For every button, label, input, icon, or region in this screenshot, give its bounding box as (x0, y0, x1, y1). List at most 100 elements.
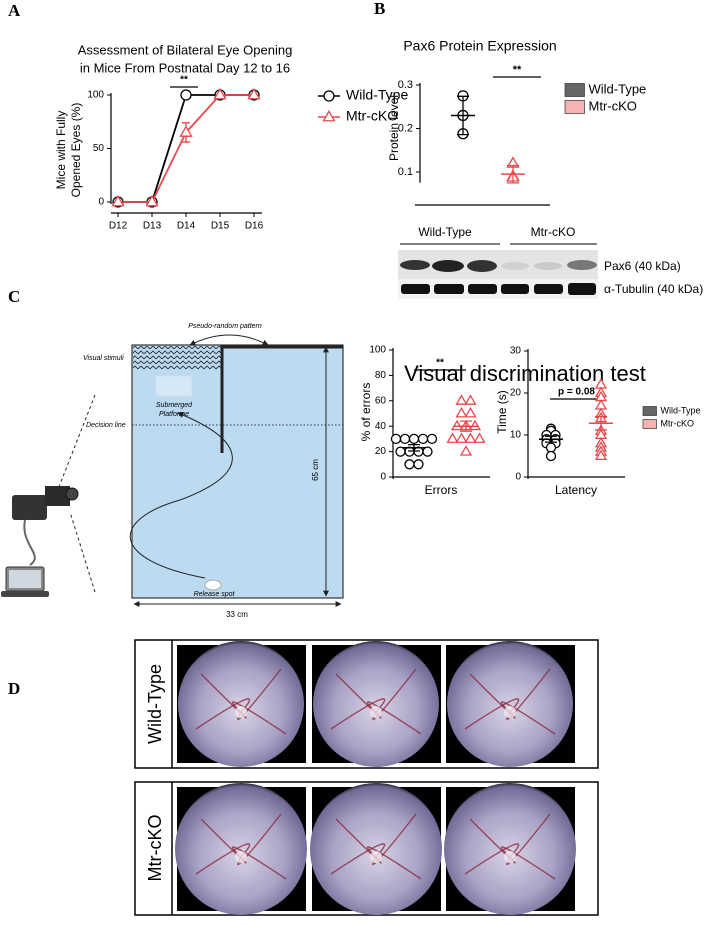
data-point (464, 407, 477, 418)
legend-swatch (564, 100, 585, 114)
dimension-label: 33 cm (226, 610, 248, 619)
y-axis-label: Opened Eyes (%) (69, 103, 83, 198)
fundus-retina (444, 783, 576, 915)
tubulin-band (401, 283, 596, 295)
dimension-label: 65 cm (311, 459, 320, 481)
significance-label: ** (436, 358, 444, 369)
pax6-band (432, 260, 464, 272)
maze-diagram (133, 346, 222, 370)
data-point (145, 194, 159, 207)
error-bar (408, 443, 420, 452)
legend-label: Wild-Type (346, 87, 408, 103)
data-point (247, 87, 261, 100)
maze-label: Platforme (159, 411, 189, 418)
y-tick-label: 100 (369, 345, 386, 356)
maze-diagram (45, 486, 70, 506)
error-bar (457, 95, 469, 136)
fundus-vessel (366, 701, 422, 735)
chart: 0 10 20 30 Time (s) Latency p = 0.08 Wild-Type M… (495, 346, 700, 498)
tubulin-band (434, 284, 464, 294)
fundus-vessel (464, 698, 520, 730)
legend-swatch (642, 419, 657, 429)
tubulin-band (401, 284, 430, 294)
fundus-panel (134, 639, 599, 769)
maze-label: Release spot (194, 591, 236, 598)
pax6-band (534, 262, 562, 270)
optic-disc (504, 851, 516, 863)
optic-disc (370, 706, 382, 718)
legend-label: Wild-Type (661, 405, 701, 415)
significance-label: ** (513, 64, 522, 76)
tubulin-band (501, 284, 529, 294)
y-axis-label: Protein level (387, 95, 401, 161)
western-blot: Wild-Type Mtr-cKO Pax6 (40 kDa) α-Tubuli… (398, 225, 703, 299)
test-title: Visual discrimination test (404, 361, 646, 386)
optic-disc (235, 851, 247, 863)
legend-label: Mtr-cKO (661, 418, 695, 428)
y-tick-label: 30 (510, 346, 522, 357)
fundus-panel (134, 639, 599, 916)
chart: 0 50 100 Mice with Fully Opened Eyes (%) Asse… (54, 42, 408, 231)
y-axis-label: Time (s) (495, 390, 509, 434)
fundus-retina (313, 641, 439, 767)
row-label: Wild-Type (145, 664, 165, 744)
fundus-retina (310, 783, 442, 915)
chart: 0.1 0.2 0.3 Protein level Pax6 Protein Expre… (387, 38, 647, 206)
data-point (111, 194, 125, 207)
data-point (404, 459, 415, 470)
data-point (422, 446, 433, 457)
tubulin-band (468, 284, 497, 294)
pax6-band (400, 260, 430, 270)
maze-label: Pseudo-random pattern (188, 323, 262, 330)
blot-lane (398, 250, 598, 279)
fundus-vessel (195, 843, 251, 875)
blot-group-label: Mtr-cKO (531, 225, 576, 239)
data-point (426, 433, 438, 445)
data-point (545, 442, 557, 453)
y-tick-label: 20 (375, 446, 387, 457)
y-tick-label: 0 (515, 472, 521, 483)
data-point (455, 432, 468, 443)
fundus-vessel (330, 843, 386, 875)
data-point (455, 394, 468, 405)
y-axis-label: % of errors (359, 383, 373, 442)
tubulin-band (568, 283, 596, 295)
error-bar (595, 415, 607, 431)
fundus-vessel (195, 698, 251, 730)
pax6-band (467, 260, 497, 272)
legend-swatch (564, 83, 585, 97)
series-line (118, 94, 254, 203)
legend-label: Mtr-cKO (589, 98, 637, 113)
x-tick-label: D16 (245, 221, 264, 232)
x-tick-label: D14 (177, 221, 196, 232)
fundus-vessel (500, 701, 556, 735)
data-point (450, 419, 464, 431)
pax6-band (567, 260, 597, 270)
legend-label: Wild-Type (589, 81, 647, 96)
data-point (446, 432, 459, 443)
panel-label: D (8, 679, 20, 698)
fundus-images (175, 641, 576, 915)
y-tick-label: 10 (510, 430, 522, 441)
panel-label: A (8, 1, 21, 20)
y-tick-label: 50 (93, 143, 105, 154)
data-point (455, 407, 468, 418)
maze-diagram (69, 511, 96, 593)
chart-title: Pax6 Protein Expression (403, 38, 556, 54)
x-tick-label: D12 (109, 221, 128, 232)
data-point (213, 87, 227, 100)
fundus-vessel (330, 698, 386, 730)
legend-label: Mtr-cKO (346, 108, 398, 124)
maze-diagram (65, 487, 79, 501)
significance-label: p = 0.08 (558, 387, 595, 398)
data-point (473, 432, 486, 443)
fundus-vessel (231, 846, 287, 880)
data-point (459, 445, 473, 456)
data-point (408, 433, 420, 445)
fundus-retina (178, 641, 304, 767)
x-tick-label: D15 (211, 221, 230, 232)
data-point (594, 449, 608, 461)
y-tick-label: 0.1 (398, 166, 413, 178)
pax6-band (501, 262, 529, 270)
